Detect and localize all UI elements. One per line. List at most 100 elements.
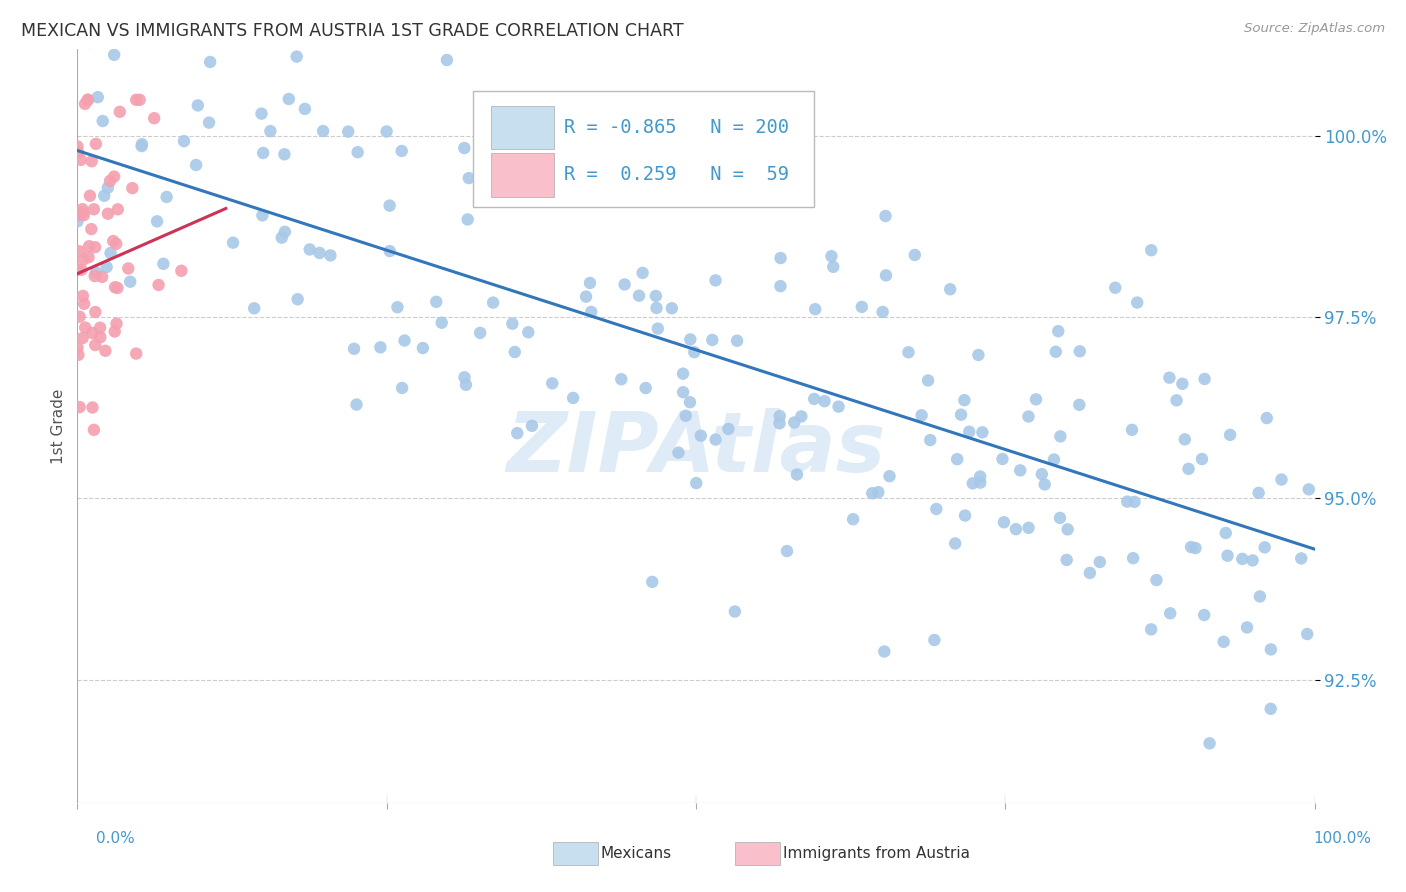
Point bbox=[287, 292, 309, 306]
Point bbox=[156, 190, 179, 204]
Point bbox=[924, 633, 946, 648]
Point bbox=[1122, 551, 1144, 566]
Point bbox=[1159, 370, 1181, 384]
Point bbox=[425, 294, 447, 309]
Point bbox=[1025, 392, 1047, 407]
Point bbox=[925, 502, 948, 516]
Point bbox=[412, 341, 434, 355]
Point bbox=[1249, 590, 1271, 604]
Point bbox=[222, 235, 245, 250]
Point bbox=[72, 289, 94, 303]
Point bbox=[198, 54, 221, 69]
Point bbox=[904, 248, 927, 262]
Point bbox=[346, 398, 368, 412]
Point bbox=[378, 198, 401, 212]
Point bbox=[70, 262, 93, 277]
Point bbox=[1123, 495, 1146, 509]
Point bbox=[67, 348, 90, 362]
Point bbox=[98, 174, 121, 188]
Point bbox=[1018, 521, 1040, 535]
Point bbox=[375, 124, 398, 138]
Point bbox=[972, 425, 994, 440]
Point bbox=[1254, 541, 1277, 555]
Text: R = -0.865   N = 200: R = -0.865 N = 200 bbox=[564, 118, 789, 137]
Point bbox=[394, 334, 416, 348]
Point bbox=[1180, 540, 1202, 554]
Point bbox=[768, 416, 790, 430]
Point bbox=[391, 144, 413, 158]
Point bbox=[1049, 429, 1071, 443]
Point bbox=[634, 381, 657, 395]
Point bbox=[725, 334, 748, 348]
Point bbox=[93, 188, 115, 202]
Point bbox=[67, 262, 90, 277]
Point bbox=[184, 158, 207, 172]
Point bbox=[346, 145, 368, 160]
Point bbox=[79, 36, 101, 50]
Point bbox=[704, 273, 727, 287]
Point bbox=[769, 251, 792, 265]
Point bbox=[1159, 607, 1181, 621]
Point bbox=[875, 209, 897, 223]
Point bbox=[1005, 522, 1028, 536]
Point bbox=[533, 177, 555, 191]
Point bbox=[259, 124, 281, 138]
Point bbox=[529, 92, 551, 106]
Point bbox=[1296, 627, 1319, 641]
Point bbox=[121, 181, 143, 195]
Point bbox=[1126, 295, 1149, 310]
Point bbox=[776, 544, 799, 558]
Point bbox=[581, 305, 603, 319]
Point bbox=[1192, 607, 1215, 622]
Point bbox=[786, 467, 808, 482]
Point bbox=[436, 53, 458, 67]
Point bbox=[104, 325, 127, 339]
Point bbox=[769, 409, 792, 423]
Point bbox=[454, 377, 477, 392]
Point bbox=[83, 423, 105, 437]
Point bbox=[1033, 477, 1056, 491]
Point bbox=[104, 280, 127, 294]
Point bbox=[1116, 494, 1139, 508]
Point bbox=[661, 301, 683, 316]
Point bbox=[1219, 428, 1241, 442]
Point bbox=[724, 605, 747, 619]
Point bbox=[128, 93, 150, 107]
Point bbox=[679, 333, 702, 347]
Point bbox=[84, 240, 107, 254]
Point bbox=[97, 207, 120, 221]
Point bbox=[312, 124, 335, 138]
Point bbox=[107, 281, 129, 295]
Point bbox=[125, 346, 148, 360]
Text: Source: ZipAtlas.com: Source: ZipAtlas.com bbox=[1244, 22, 1385, 36]
Point bbox=[69, 310, 91, 324]
Point bbox=[645, 301, 668, 315]
FancyBboxPatch shape bbox=[491, 153, 554, 197]
Point bbox=[66, 341, 89, 355]
FancyBboxPatch shape bbox=[491, 105, 554, 149]
Point bbox=[107, 202, 129, 217]
Point bbox=[84, 265, 107, 279]
Point bbox=[89, 320, 111, 334]
Point bbox=[198, 115, 221, 129]
Point bbox=[1045, 344, 1067, 359]
Point bbox=[1056, 522, 1078, 536]
Text: R =  0.259   N =  59: R = 0.259 N = 59 bbox=[564, 165, 789, 185]
Point bbox=[897, 345, 920, 359]
Point bbox=[77, 93, 100, 107]
Point bbox=[319, 248, 342, 262]
Point bbox=[1140, 244, 1163, 258]
Point bbox=[73, 297, 96, 311]
Point bbox=[946, 452, 969, 467]
Point bbox=[628, 288, 651, 302]
Point bbox=[993, 515, 1015, 529]
Point bbox=[953, 393, 976, 408]
Point bbox=[80, 154, 103, 169]
Text: ZIPAtlas: ZIPAtlas bbox=[506, 408, 886, 489]
Point bbox=[252, 208, 274, 222]
Point bbox=[1171, 376, 1194, 391]
Point bbox=[939, 282, 962, 296]
Point bbox=[827, 400, 849, 414]
Point bbox=[430, 316, 453, 330]
Point bbox=[91, 269, 114, 284]
